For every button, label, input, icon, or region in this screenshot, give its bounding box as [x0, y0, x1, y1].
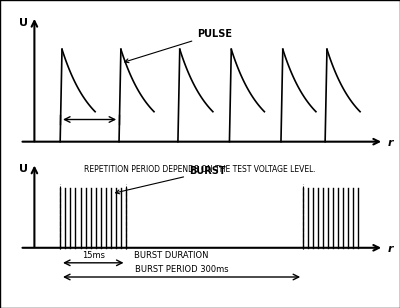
Text: REPETITION PERIOD DEPENDS ON THE TEST VOLTAGE LEVEL.: REPETITION PERIOD DEPENDS ON THE TEST VO…: [84, 165, 316, 174]
Text: BURST DURATION: BURST DURATION: [134, 251, 208, 260]
Text: U: U: [19, 164, 28, 174]
Text: r: r: [388, 138, 393, 148]
Text: 15ms: 15ms: [82, 251, 105, 260]
Text: BURST PERIOD 300ms: BURST PERIOD 300ms: [135, 265, 228, 274]
Text: BURST: BURST: [116, 166, 226, 194]
Text: r: r: [388, 244, 393, 253]
Text: U: U: [19, 18, 28, 28]
Text: PULSE: PULSE: [125, 29, 232, 63]
